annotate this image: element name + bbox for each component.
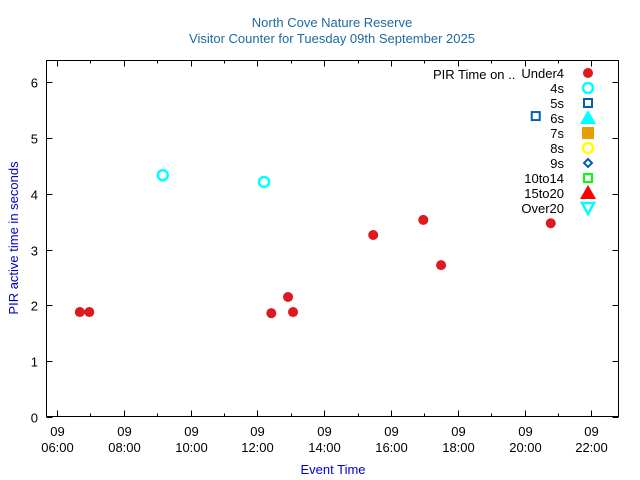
legend-item-6s: 6s xyxy=(550,110,596,126)
legend-marker-open-square xyxy=(583,98,593,108)
legend-marker-open-triangle-down xyxy=(579,201,597,217)
x-tick-label-day: 09 xyxy=(384,424,398,439)
legend-label: 9s xyxy=(550,156,564,171)
y-tick-label: 2 xyxy=(31,299,38,314)
data-point-under4 xyxy=(368,229,379,240)
x-tick-label-time: 12:00 xyxy=(241,440,274,455)
legend-marker-open-diamond xyxy=(582,157,594,169)
legend-item-10to14: 10to14 xyxy=(524,171,593,186)
y-tick-label: 4 xyxy=(31,188,38,203)
y-tick-label: 5 xyxy=(31,132,38,147)
legend-label: Over20 xyxy=(521,201,564,216)
x-tick-label-time: 16:00 xyxy=(375,440,408,455)
legend-marker-filled-triangle-up xyxy=(580,110,596,124)
data-point-4s xyxy=(257,175,271,189)
data-point-under4 xyxy=(436,260,447,271)
legend-item-15to20: 15to20 xyxy=(524,185,596,201)
legend-label: 15to20 xyxy=(524,186,564,201)
data-point-under4 xyxy=(266,308,277,319)
x-tick-label-day: 09 xyxy=(518,424,532,439)
legend-marker-open-circle xyxy=(581,141,595,155)
x-tick-label-day: 09 xyxy=(117,424,131,439)
data-point-under4 xyxy=(84,307,95,318)
y-tick-label: 3 xyxy=(31,244,38,259)
legend-marker-filled-square xyxy=(582,127,594,139)
legend-item-7s: 7s xyxy=(550,126,594,141)
x-tick-label-time: 14:00 xyxy=(308,440,341,455)
x-axis: 0906:000908:000910:000912:000914:000916:… xyxy=(41,60,608,455)
legend-item-9s: 9s xyxy=(550,156,594,171)
data-point-under4 xyxy=(74,307,85,318)
legend-item-4s: 4s xyxy=(550,81,595,96)
legend-marker-filled-triangle-up xyxy=(580,185,596,199)
legend-label: 5s xyxy=(550,96,564,111)
x-tick-label-time: 06:00 xyxy=(41,440,74,455)
legend-marker-open-square xyxy=(583,173,593,183)
data-point-5s xyxy=(530,111,541,122)
legend: PIR Time on .. Under44s5s6s7s8s9s10to1415… xyxy=(433,66,597,217)
x-tick-label-time: 08:00 xyxy=(108,440,141,455)
legend-label: 10to14 xyxy=(524,171,564,186)
data-point-under4 xyxy=(288,307,299,318)
legend-title: PIR Time on .. xyxy=(433,67,515,82)
legend-label: Under4 xyxy=(521,66,564,81)
legend-label: 7s xyxy=(550,126,564,141)
x-tick-label-time: 20:00 xyxy=(509,440,542,455)
legend-item-over20: Over20 xyxy=(521,201,597,217)
legend-item-under4: Under4 xyxy=(521,66,593,81)
data-points xyxy=(74,111,556,319)
data-point-under4 xyxy=(418,214,429,225)
x-axis-label: Event Time xyxy=(300,462,365,477)
legend-label: 6s xyxy=(550,111,564,126)
x-tick-label-day: 09 xyxy=(184,424,198,439)
plot-area-border xyxy=(46,60,619,417)
legend-marker-open-circle xyxy=(581,81,595,95)
x-tick-label-day: 09 xyxy=(250,424,264,439)
legend-label: 8s xyxy=(550,141,564,156)
y-axis: 0 1 2 3 4 5 6 xyxy=(31,76,619,426)
x-tick-label-day: 09 xyxy=(50,424,64,439)
y-tick-label: 6 xyxy=(31,76,38,91)
x-tick-label-day: 09 xyxy=(317,424,331,439)
data-point-under4 xyxy=(545,218,556,229)
x-tick-label-day: 09 xyxy=(451,424,465,439)
x-tick-label-time: 22:00 xyxy=(575,440,608,455)
x-tick-label-time: 18:00 xyxy=(442,440,475,455)
x-tick-label-time: 10:00 xyxy=(175,440,208,455)
y-axis-label: PIR active time in seconds xyxy=(6,161,21,315)
legend-label: 4s xyxy=(550,81,564,96)
data-point-4s xyxy=(156,169,170,182)
legend-marker-filled-circle xyxy=(583,68,593,78)
legend-item-5s: 5s xyxy=(550,96,593,111)
legend-item-8s: 8s xyxy=(550,141,595,156)
data-point-under4 xyxy=(283,291,294,302)
chart-title: North Cove Nature Reserve xyxy=(252,15,412,30)
x-tick-label-day: 09 xyxy=(584,424,598,439)
chart-subtitle: Visitor Counter for Tuesday 09th Septemb… xyxy=(189,31,475,46)
y-tick-label: 1 xyxy=(31,355,38,370)
y-tick-label: 0 xyxy=(31,411,38,426)
